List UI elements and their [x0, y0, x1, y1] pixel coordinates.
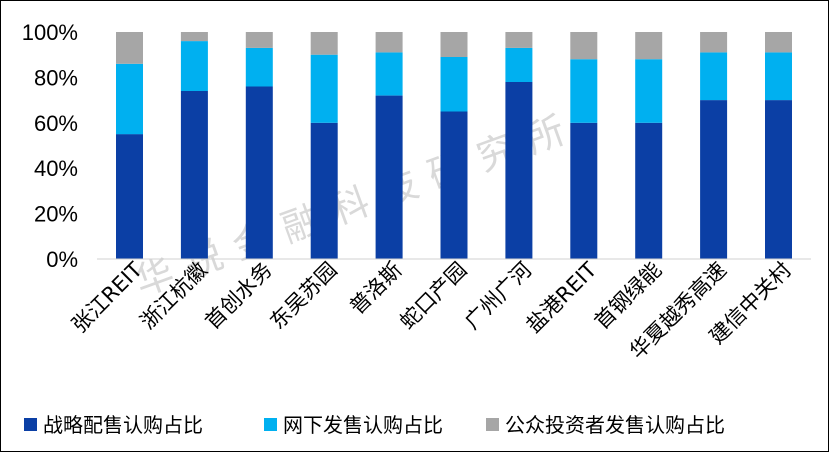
- y-tick-label: 100%: [22, 20, 78, 45]
- legend-label: 战略配售认购占比: [43, 413, 203, 437]
- category-label: 东吴苏园: [265, 258, 341, 334]
- y-tick-label: 40%: [34, 156, 78, 181]
- bar-2-1: [116, 63, 143, 135]
- bar-3-5: [375, 32, 403, 53]
- bar-1-11: [765, 100, 792, 259]
- category-label: 蛇口产园: [395, 258, 471, 334]
- y-tick-label: 20%: [34, 202, 78, 227]
- category-label: 盐港REIT: [522, 257, 602, 337]
- bar-2-10: [700, 52, 728, 101]
- bar-1-6: [440, 111, 468, 260]
- bar-3-6: [440, 32, 468, 57]
- bar-1-8: [570, 122, 598, 259]
- bar-2-8: [570, 59, 598, 123]
- bar-1-3: [245, 86, 273, 259]
- bar-3-2: [180, 32, 208, 42]
- y-tick-label: 0%: [46, 247, 78, 272]
- bar-3-9: [635, 32, 663, 60]
- bar-3-8: [570, 32, 598, 60]
- bar-1-1: [116, 134, 143, 259]
- bar-2-6: [440, 57, 468, 112]
- bar-2-2: [180, 41, 208, 91]
- bar-2-4: [310, 54, 338, 123]
- bar-3-10: [700, 32, 728, 53]
- legend-label: 网下发售认购占比: [283, 413, 443, 437]
- legend: 战略配售认购占比 网下发售认购占比 公众投资者发售认购占比: [24, 413, 725, 437]
- y-tick-labels: 0% 20% 40% 60% 80% 100%: [22, 20, 78, 272]
- bar-3-7: [505, 32, 533, 48]
- bar-1-5: [375, 95, 403, 259]
- bar-3-11: [765, 32, 792, 53]
- legend-swatch-1: [24, 418, 37, 431]
- bar-2-11: [765, 52, 792, 101]
- bar-1-7: [505, 81, 533, 260]
- legend-swatch-2: [264, 418, 277, 431]
- bar-2-9: [635, 59, 663, 123]
- bar-2-7: [505, 47, 533, 82]
- y-tick-label: 80%: [34, 65, 78, 90]
- bar-1-4: [310, 122, 338, 259]
- y-tick-label: 60%: [34, 111, 78, 136]
- legend-label: 公众投资者发售认购占比: [505, 413, 725, 437]
- category-label: 普洛斯: [345, 258, 407, 320]
- bar-3-3: [245, 32, 273, 48]
- legend-swatch-3: [486, 418, 499, 431]
- bar-1-10: [700, 100, 728, 259]
- bar-2-3: [245, 47, 273, 87]
- bar-3-4: [310, 32, 338, 55]
- bar-2-5: [375, 52, 403, 96]
- bar-3-1: [116, 32, 143, 64]
- bar-1-9: [635, 122, 663, 259]
- bar-1-2: [180, 91, 208, 259]
- bars-layer: [116, 32, 792, 260]
- category-label: 张江REIT: [67, 257, 147, 337]
